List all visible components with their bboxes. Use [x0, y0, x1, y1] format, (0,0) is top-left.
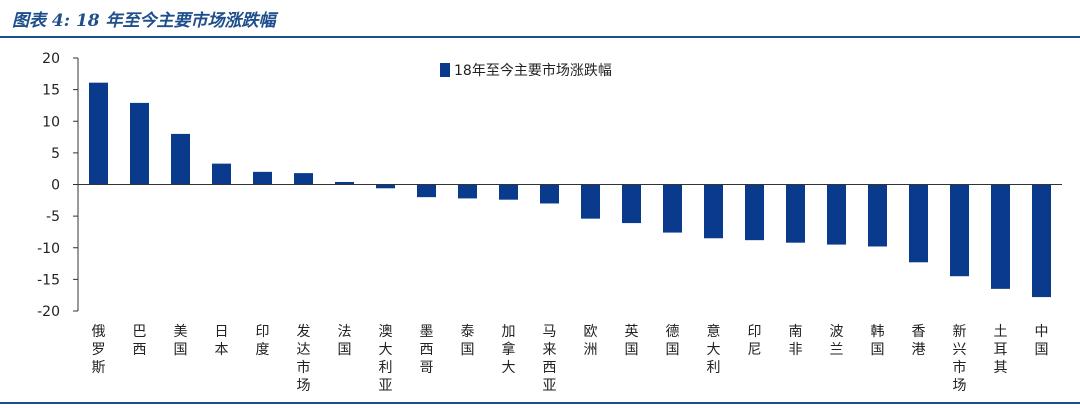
category-label: 中国 [1035, 324, 1049, 358]
category-label: 澳大利亚 [379, 324, 393, 394]
category-label: 南非 [789, 324, 803, 358]
y-tick-label: 15 [42, 83, 60, 99]
y-tick-label: 0 [51, 178, 60, 194]
y-tick-label: -15 [37, 272, 60, 288]
bar [294, 173, 313, 185]
category-label: 马来西亚 [543, 324, 557, 394]
bar [909, 184, 928, 263]
legend-label: 18年至今主要市场涨跌幅 [454, 62, 612, 79]
bar [663, 184, 682, 233]
y-tick-label: 20 [42, 51, 60, 67]
category-label: 德国 [666, 324, 680, 358]
bar [499, 184, 518, 200]
category-label: 俄罗斯 [92, 324, 106, 376]
bars-group [78, 82, 1062, 298]
bar [335, 181, 354, 185]
y-tick-label: -10 [37, 241, 60, 257]
category-label: 墨西哥 [420, 324, 434, 376]
bar [1032, 184, 1051, 298]
category-label: 发达市场 [297, 324, 311, 394]
y-tick-label: 5 [51, 146, 60, 162]
category-label: 印尼 [748, 324, 762, 358]
category-label: 意大利 [707, 323, 721, 376]
category-label: 韩国 [871, 324, 885, 358]
y-tick-label: -20 [37, 304, 60, 320]
category-label: 泰国 [461, 324, 475, 358]
bar [540, 184, 559, 204]
category-label: 土耳其 [994, 324, 1008, 376]
bar [950, 184, 969, 277]
category-label: 英国 [625, 323, 639, 358]
legend-swatch [440, 63, 450, 77]
category-label: 法国 [338, 324, 352, 358]
top-rule [0, 36, 1080, 38]
bar [745, 184, 764, 241]
category-label: 波兰 [830, 324, 844, 358]
bottom-rule [0, 402, 1080, 404]
category-label: 新兴市场 [953, 324, 967, 394]
y-tick-label: 10 [42, 114, 60, 130]
category-label: 巴西 [133, 324, 147, 358]
bar [827, 184, 846, 245]
bar [458, 184, 477, 199]
bar [89, 82, 108, 185]
category-label: 香港 [912, 324, 926, 358]
bar [704, 184, 723, 239]
bar [868, 184, 887, 247]
bar [253, 171, 272, 185]
category-label: 欧洲 [584, 324, 598, 358]
y-axis: 20 15 10 5 0 -5 -10 -15 -20 [37, 51, 79, 320]
legend: 18年至今主要市场涨跌幅 [440, 62, 612, 79]
bar [130, 102, 149, 185]
bar [376, 184, 395, 189]
bar [171, 133, 190, 185]
category-label: 日本 [215, 324, 229, 358]
category-label: 印度 [256, 324, 270, 358]
bar [991, 184, 1010, 289]
y-tick-label: -5 [46, 209, 60, 225]
bar [786, 184, 805, 243]
figure-title: 图表 4: 18 年至今主要市场涨跌幅 [12, 11, 276, 31]
bar [417, 184, 436, 198]
bar [581, 184, 600, 219]
category-label: 加拿大 [502, 324, 516, 376]
bar [212, 163, 231, 185]
category-label: 美国 [174, 324, 188, 358]
bar [622, 184, 641, 224]
